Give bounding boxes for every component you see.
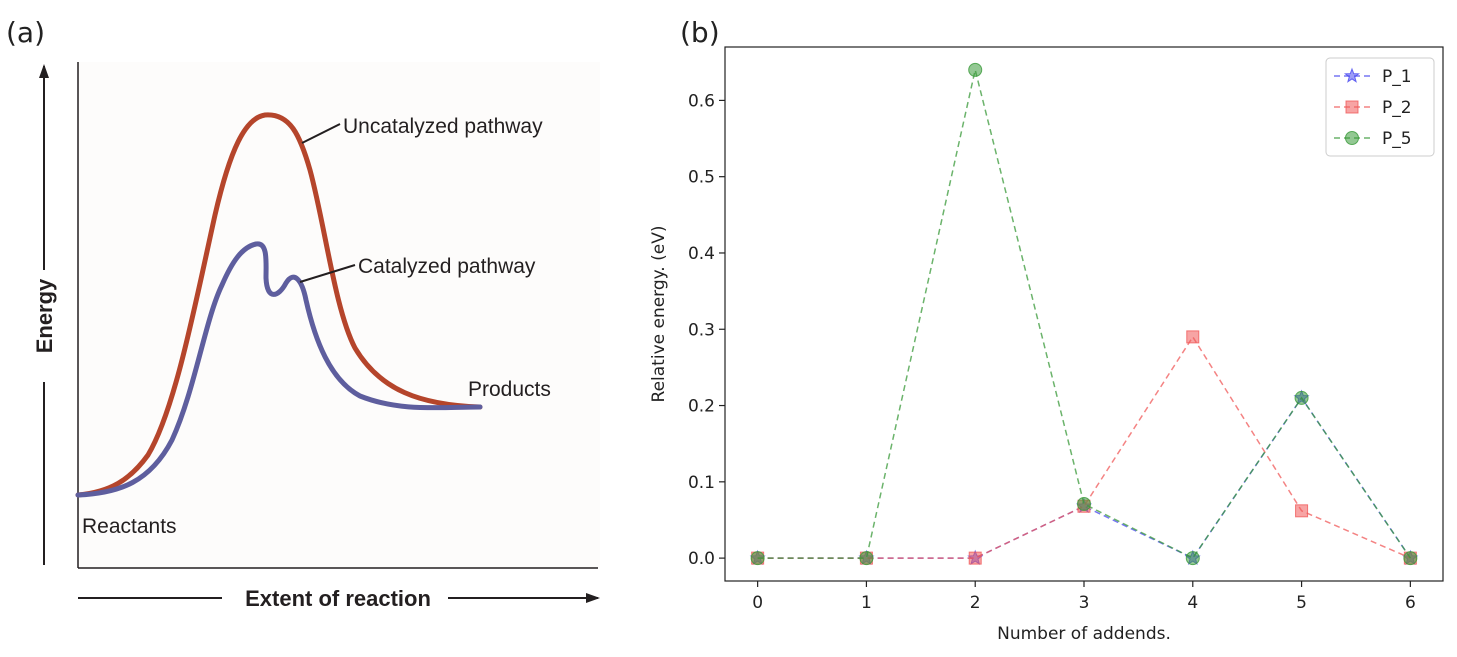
catalyzed-annotation: Catalyzed pathway: [358, 255, 536, 278]
y-tick-label: 0.4: [688, 244, 715, 264]
legend-box: [1325, 57, 1435, 157]
x-tick-label: 0: [752, 593, 763, 613]
series-line: [757, 69, 1412, 560]
panel-b: (b) 0.0 0.1 0.2 0.3 0.4 0.5 0.6 0 1 2 3 4 5 6 Number…: [649, 16, 1444, 644]
x-tick-label: 3: [1079, 593, 1090, 613]
x-tick-label: 1: [861, 593, 872, 613]
panel-a-plot-background: [78, 62, 600, 568]
panel-b-x-axis-label: Number of addends.: [997, 624, 1171, 644]
panel-b-y-axis-label: Relative energy. (eV): [649, 226, 669, 403]
products-annotation: Products: [468, 378, 551, 401]
catalyzed-curve: [75, 241, 483, 498]
data-point: [1295, 504, 1309, 518]
x-tick-label: 5: [1296, 593, 1307, 613]
legend-marker: [1345, 100, 1359, 114]
data-point: [1185, 551, 1200, 566]
data-point: [859, 551, 874, 566]
reactants-annotation: Reactants: [82, 515, 177, 538]
y-tick-label: 0.0: [688, 549, 715, 569]
data-point: [968, 62, 983, 77]
series-p-1: [749, 389, 1419, 565]
panel-b-y-ticks: 0.0 0.1 0.2 0.3 0.4 0.5 0.6: [688, 91, 725, 569]
panel-a-tag: (a): [6, 16, 45, 49]
data-point: [1186, 330, 1200, 344]
panel-b-legend: P_1 P_2 P_5: [1325, 57, 1435, 157]
series-p-2: [751, 330, 1417, 565]
panel-b-tag: (b): [680, 16, 720, 49]
energy-axis-label: Energy: [32, 278, 57, 353]
y-tick-label: 0.5: [688, 168, 715, 188]
y-tick-label: 0.3: [688, 320, 715, 340]
uncatalyzed-leader-line: [301, 123, 341, 144]
data-point: [968, 551, 982, 565]
series-line: [757, 396, 1412, 560]
panel-b-x-ticks: 0 1 2 3 4 5 6: [752, 581, 1416, 613]
legend-marker: [1345, 131, 1359, 145]
data-point: [1077, 496, 1091, 511]
panel-b-series: [749, 62, 1419, 566]
series-p-5: [750, 62, 1418, 566]
legend-label: P_2: [1382, 98, 1412, 118]
y-tick-label: 0.1: [688, 473, 715, 493]
data-point: [1294, 390, 1309, 405]
data-point: [1403, 551, 1418, 566]
legend-marker: [1343, 67, 1361, 83]
legend-label: P_5: [1382, 129, 1412, 149]
x-tick-label: 4: [1187, 593, 1198, 613]
data-point: [750, 551, 765, 566]
uncatalyzed-annotation: Uncatalyzed pathway: [343, 115, 543, 138]
x-tick-label: 2: [970, 593, 981, 613]
series-line: [757, 335, 1411, 559]
panel-a: (a) Energy Extent of reaction Uncatalyze…: [6, 16, 600, 611]
extent-axis-label: Extent of reaction: [245, 586, 431, 611]
legend-label: P_1: [1382, 67, 1412, 87]
x-tick-label: 6: [1405, 593, 1416, 613]
uncatalyzed-curve: [75, 112, 483, 498]
y-tick-label: 0.6: [688, 91, 715, 111]
y-tick-label: 0.2: [688, 397, 715, 417]
catalyzed-leader-line: [299, 264, 356, 283]
